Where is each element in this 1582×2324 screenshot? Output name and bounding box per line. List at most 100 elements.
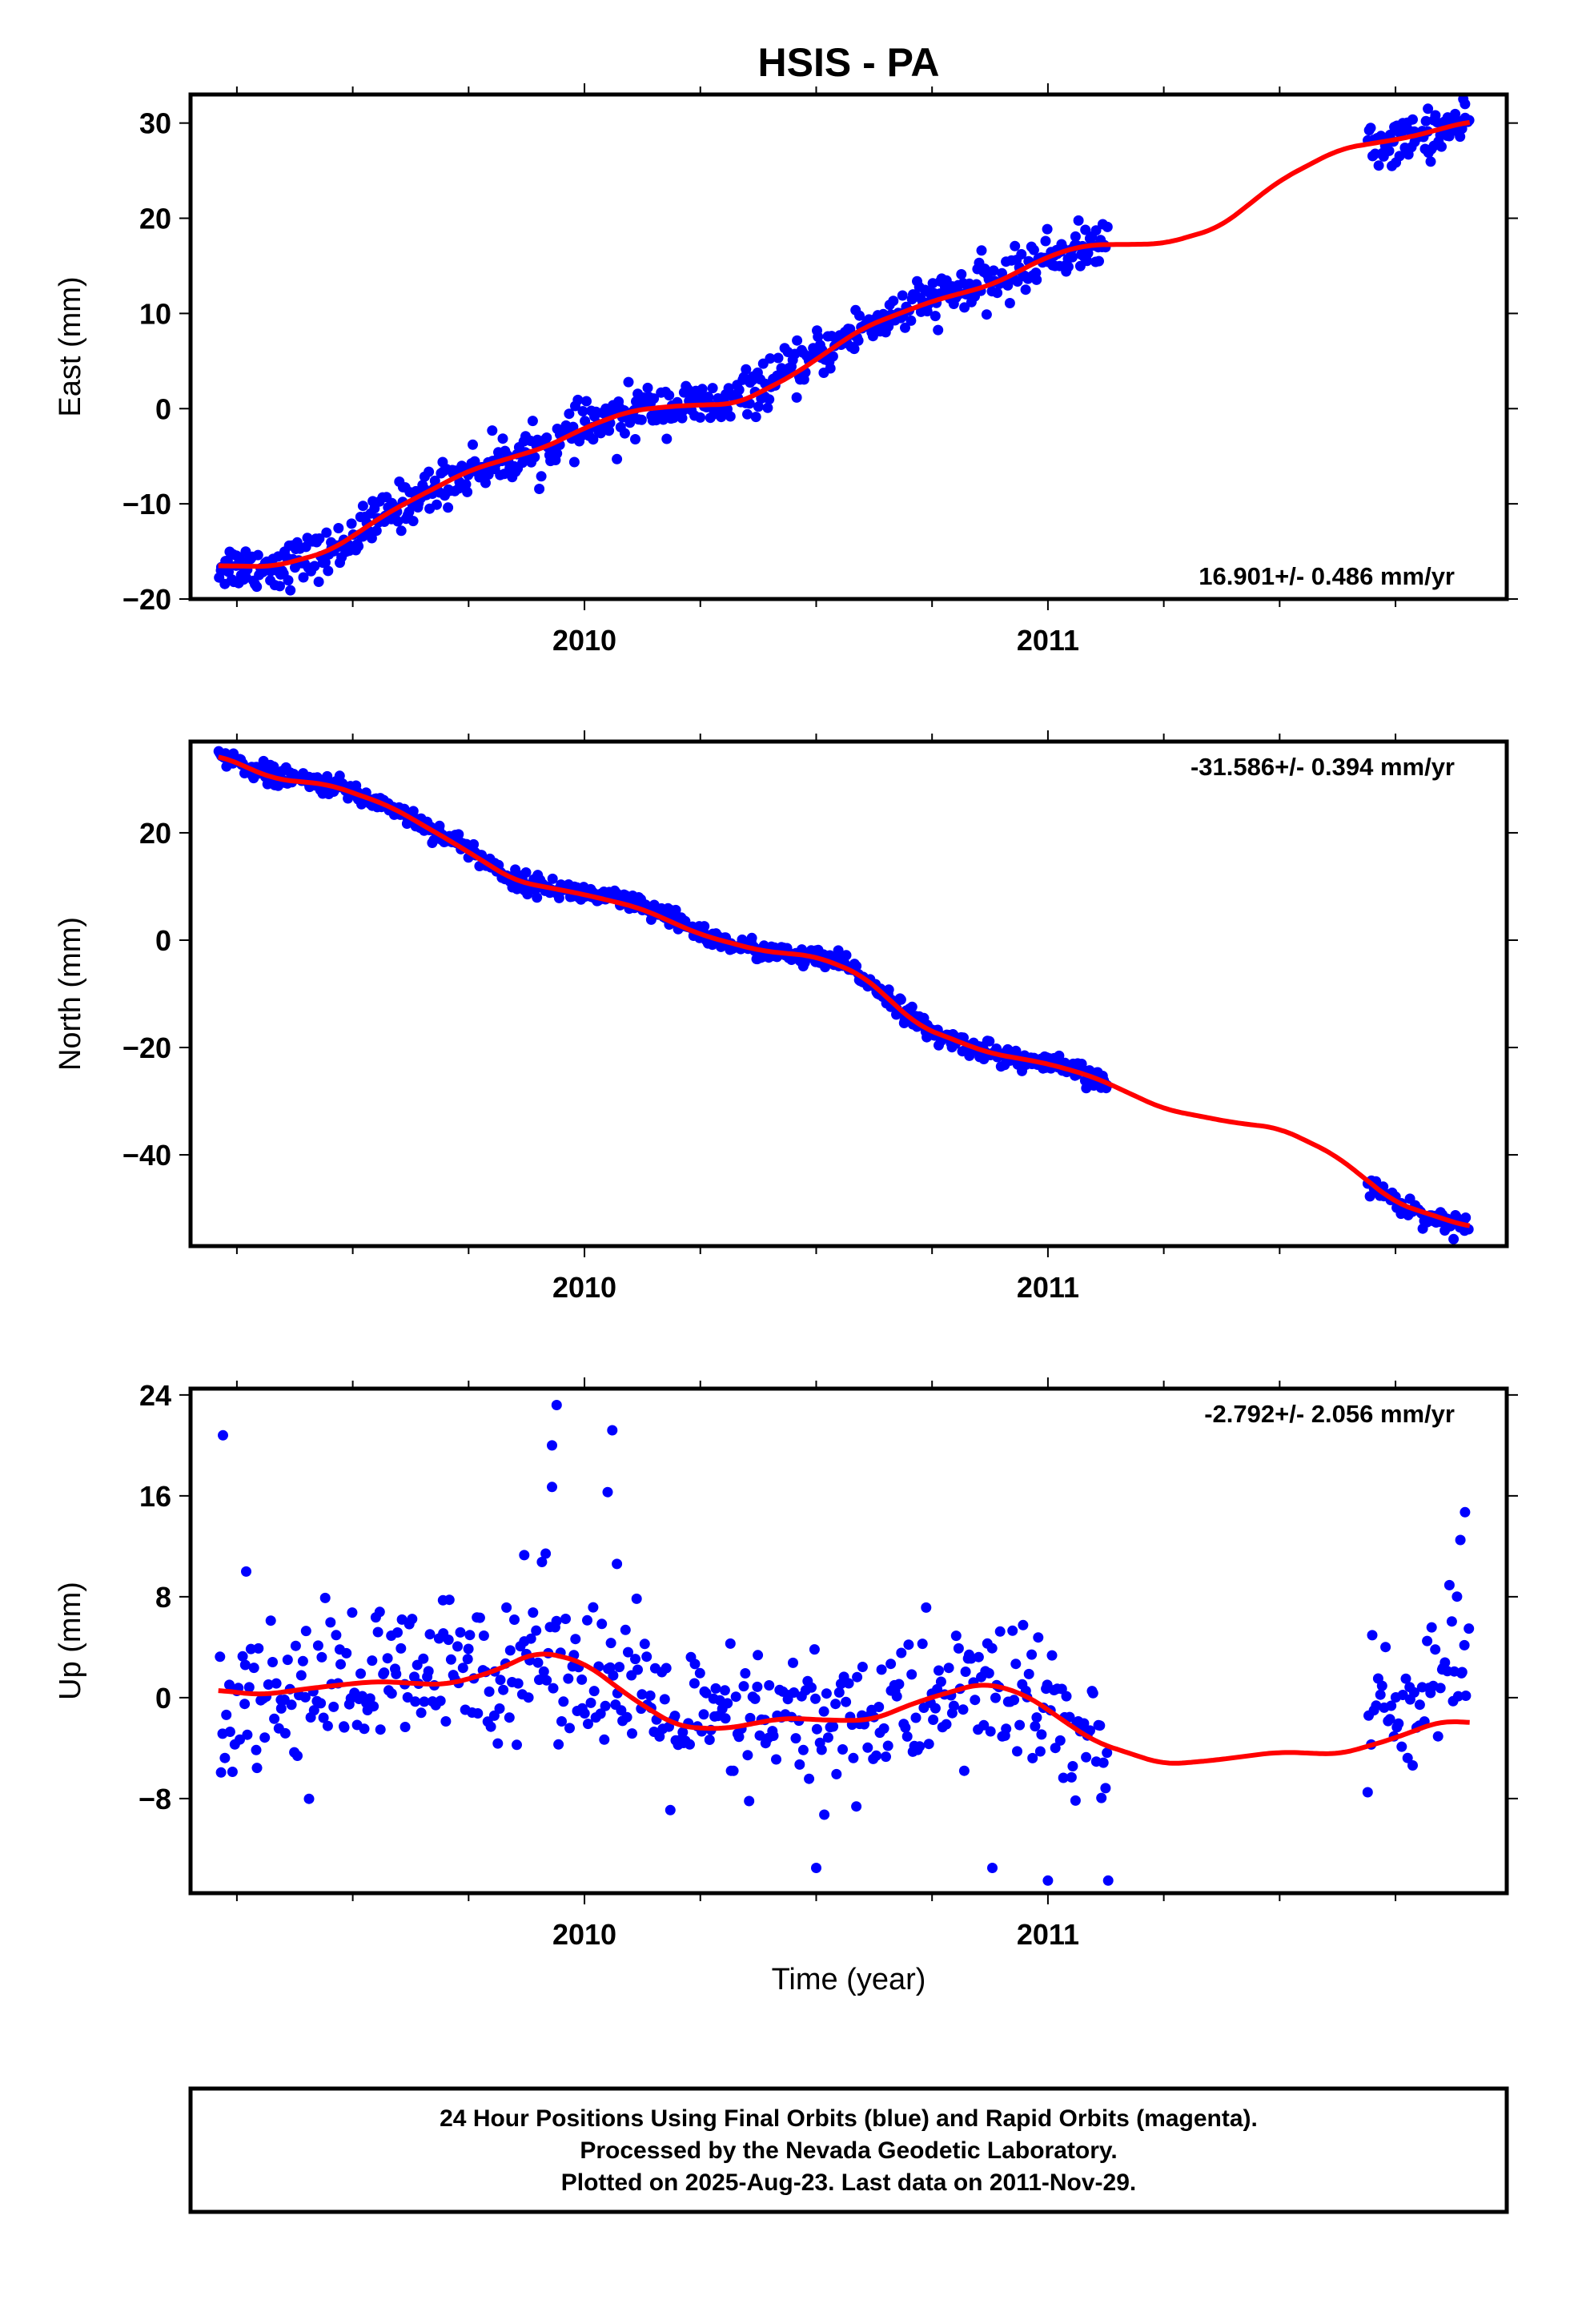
data-point [245, 1643, 256, 1655]
data-point-outlier [612, 1558, 623, 1570]
data-point [366, 533, 377, 544]
data-point [1432, 1731, 1443, 1742]
data-point [382, 1653, 393, 1664]
data-point [831, 1768, 842, 1779]
data-point [1094, 1720, 1106, 1731]
data-point [896, 1647, 907, 1659]
data-point [818, 1706, 829, 1717]
data-point [404, 506, 415, 517]
data-point [608, 1670, 619, 1681]
data-point [1085, 1725, 1095, 1736]
data-point [1064, 1711, 1075, 1723]
data-point [485, 1721, 496, 1732]
data-point [906, 1001, 917, 1012]
data-point [599, 1734, 610, 1745]
data-point [1443, 1579, 1455, 1590]
data-point [527, 416, 538, 427]
data-point [492, 1738, 504, 1749]
data-point [984, 1035, 995, 1047]
data-point [1058, 1772, 1069, 1783]
data-point [396, 1642, 407, 1654]
data-point [347, 1607, 358, 1618]
data-point [1456, 1667, 1468, 1678]
data-point [1098, 1757, 1109, 1768]
data-point [1061, 1691, 1072, 1702]
data-point [215, 1767, 227, 1778]
east-y-tick-label: 10 [139, 297, 171, 330]
data-point [1067, 1761, 1078, 1771]
data-point [1452, 1591, 1463, 1602]
data-point [1070, 1795, 1081, 1806]
data-point [669, 1711, 681, 1722]
data-point [1001, 1723, 1012, 1735]
data-point [564, 1723, 575, 1734]
data-point [1435, 1683, 1446, 1694]
data-point [833, 1687, 845, 1698]
data-point [764, 1680, 775, 1691]
data-point [1380, 1642, 1391, 1653]
data-point [689, 1678, 700, 1689]
data-point [265, 1615, 276, 1626]
data-point [764, 394, 775, 405]
data-point [893, 1679, 905, 1690]
data-point [443, 502, 454, 513]
data-point [810, 1693, 821, 1704]
east-x-tick-label: 2010 [552, 624, 616, 657]
data-point [1102, 1747, 1113, 1759]
data-point [851, 960, 862, 971]
data-point [275, 581, 285, 592]
data-point [950, 1630, 962, 1642]
data-point [297, 1655, 308, 1667]
data-point [600, 1700, 611, 1711]
data-point [313, 577, 324, 587]
data-point [1067, 251, 1078, 263]
data-point [435, 1695, 446, 1707]
data-point [631, 1593, 642, 1604]
data-point [873, 1702, 885, 1712]
data-point-outlier [1042, 1875, 1054, 1886]
data-point [468, 838, 480, 850]
data-point [564, 408, 575, 420]
data-point [1375, 1689, 1386, 1700]
data-point [816, 1744, 827, 1755]
data-point [271, 1678, 282, 1689]
data-point [445, 1654, 456, 1665]
data-point [314, 533, 325, 544]
data-point [956, 269, 967, 279]
data-point [1096, 1792, 1107, 1803]
data-point [551, 1615, 562, 1626]
east-y-tick-label: 0 [155, 392, 171, 425]
east-y-tick-label: 20 [139, 203, 171, 235]
data-point [768, 1731, 779, 1741]
data-point [588, 1602, 599, 1613]
data-point [1012, 1746, 1022, 1757]
data-point [983, 1667, 994, 1679]
data-point [620, 1624, 631, 1635]
data-point [627, 1728, 637, 1739]
data-point [616, 1705, 627, 1716]
data-point [1026, 1649, 1038, 1660]
data-point [738, 1681, 749, 1692]
data-point [906, 1669, 917, 1680]
data-point [876, 1664, 887, 1675]
data-point [239, 1699, 251, 1710]
data-point [888, 296, 899, 307]
data-point [1014, 1719, 1026, 1731]
data-point [248, 1663, 259, 1674]
data-point [1407, 1760, 1418, 1771]
data-point-outlier [519, 1550, 530, 1561]
data-point [1016, 249, 1027, 259]
data-point [636, 414, 647, 425]
data-point [917, 1638, 928, 1650]
data-point [749, 1693, 761, 1704]
north-plot-frame [188, 739, 1509, 1248]
data-point [930, 311, 941, 322]
data-point [1459, 1639, 1470, 1651]
up-y-tick-label: −8 [139, 1783, 171, 1815]
data-point [619, 428, 630, 439]
data-point [588, 1686, 600, 1697]
data-point [923, 1739, 934, 1750]
north-y-tick-label: 0 [155, 924, 171, 957]
data-point [391, 1668, 402, 1679]
